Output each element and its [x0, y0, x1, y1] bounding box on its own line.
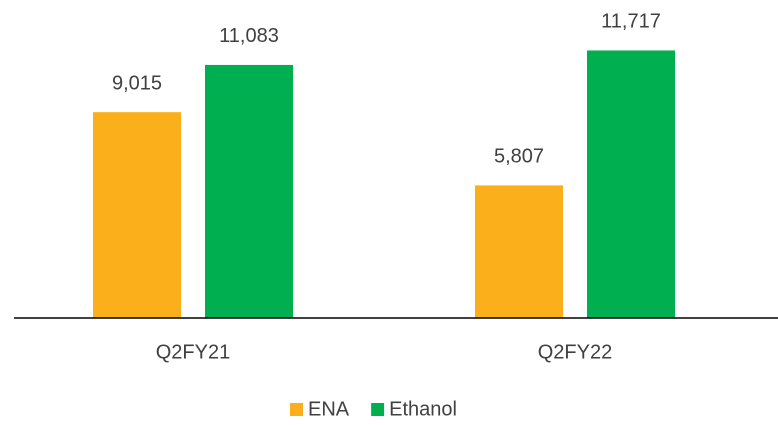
- legend-swatch: [371, 403, 385, 416]
- bar: [475, 185, 563, 318]
- data-label: 5,807: [494, 146, 544, 168]
- bar: [205, 64, 293, 318]
- legend-label: Ethanol: [389, 398, 457, 420]
- x-tick-label: Q2FY21: [156, 341, 230, 363]
- bar: [93, 112, 181, 318]
- bar: [587, 50, 675, 319]
- data-label: 11,717: [601, 11, 661, 33]
- data-label: 11,083: [219, 25, 279, 47]
- legend-label: ENA: [308, 398, 350, 420]
- legend-swatch: [290, 403, 303, 416]
- x-tick-label: Q2FY22: [538, 341, 612, 363]
- data-label: 9,015: [112, 72, 162, 94]
